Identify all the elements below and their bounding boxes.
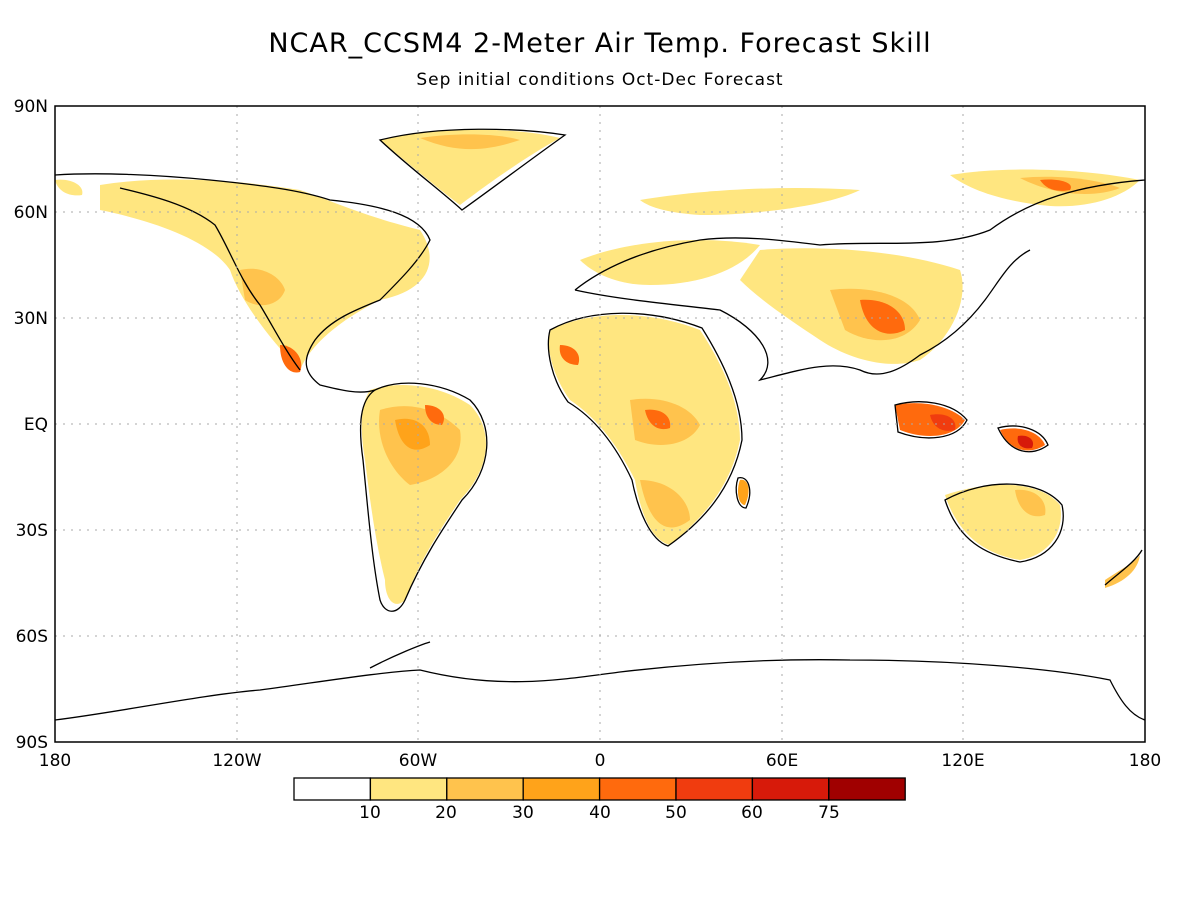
lat-axis: 90N 60N 30N EQ 30S 60S 90S [14, 97, 48, 753]
lat-label: EQ [24, 415, 48, 435]
colorbar: 10 20 30 40 50 60 75 [293, 777, 906, 823]
colorbar-boxes [293, 777, 906, 801]
colorbar-swatch [828, 777, 906, 801]
lat-label: 60N [14, 203, 48, 223]
colorbar-label: 40 [589, 803, 611, 823]
colorbar-label: 50 [665, 803, 687, 823]
skill-shading [55, 129, 1140, 604]
coastlines [54, 128, 1146, 721]
lon-label: 120E [941, 751, 984, 771]
colorbar-swatch [675, 777, 754, 801]
colorbar-label: 75 [818, 803, 840, 823]
lon-label: 60W [399, 751, 438, 771]
colorbar-swatch [446, 777, 524, 801]
colorbar-label: 60 [741, 803, 763, 823]
lon-label: 180 [1129, 751, 1161, 771]
lat-label: 60S [16, 627, 48, 647]
lon-label: 60E [766, 751, 798, 771]
lon-axis: 180 120W 60W 0 60E 120E 180 [39, 751, 1161, 771]
lat-label: 30N [14, 309, 48, 329]
map-title: NCAR_CCSM4 2-Meter Air Temp. Forecast Sk… [268, 28, 932, 59]
map-subtitle: Sep initial conditions Oct-Dec Forecast [416, 70, 784, 90]
lat-label: 90S [16, 733, 48, 753]
lat-label: 30S [16, 521, 48, 541]
map-frame [54, 105, 1146, 743]
lon-label: 0 [595, 751, 606, 771]
lon-label: 180 [39, 751, 71, 771]
colorbar-label: 10 [359, 803, 381, 823]
colorbar-label: 20 [435, 803, 457, 823]
colorbar-label: 30 [512, 803, 534, 823]
lon-label: 120W [212, 751, 261, 771]
colorbar-swatch [293, 777, 372, 801]
graticule [55, 106, 1145, 742]
lat-label: 90N [14, 97, 48, 117]
colorbar-swatch [369, 777, 448, 801]
colorbar-swatch [522, 777, 601, 801]
colorbar-swatch [751, 777, 830, 801]
colorbar-swatch [598, 777, 677, 801]
